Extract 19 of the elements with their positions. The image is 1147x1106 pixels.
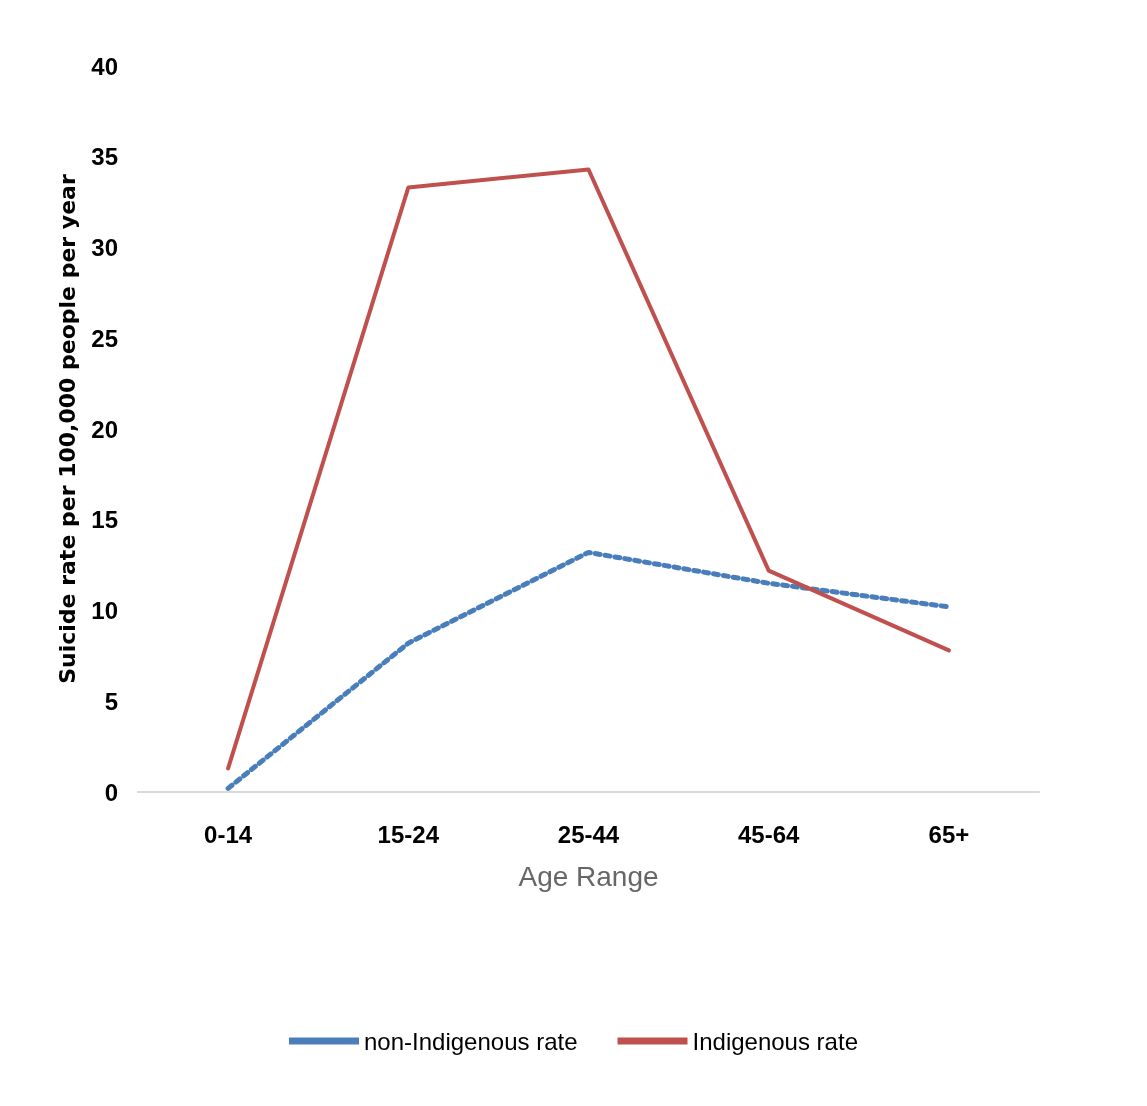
x-tick-label: 0-14: [204, 820, 253, 848]
y-tick-label: 20: [91, 415, 118, 443]
x-tick-label: 15-24: [377, 820, 440, 848]
y-tick-label: 35: [91, 143, 118, 171]
line-series: [226, 167, 951, 771]
legend-label: non-Indigenous rate: [364, 1027, 578, 1055]
y-tick-label: 30: [91, 234, 118, 261]
y-tick-label: 25: [91, 324, 118, 352]
y-axis-title: Suicide rate per 100,000 people per year: [54, 174, 80, 684]
x-tick-label: 45-64: [738, 820, 801, 848]
y-tick-label: 10: [91, 597, 118, 624]
x-axis-title: Age Range: [518, 860, 659, 892]
y-tick-label: 5: [104, 687, 118, 715]
x-tick-label: 25-44: [557, 820, 620, 848]
legend-label: Indigenous rate: [692, 1027, 858, 1055]
y-tick-label: 0: [104, 778, 118, 806]
y-tick-label: 40: [91, 52, 118, 80]
y-tick-label: 15: [91, 506, 118, 534]
x-tick-label: 65+: [928, 820, 970, 848]
